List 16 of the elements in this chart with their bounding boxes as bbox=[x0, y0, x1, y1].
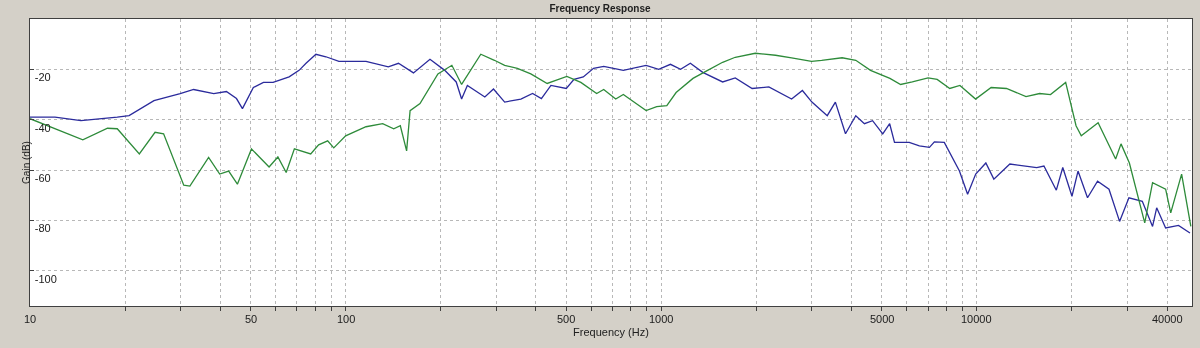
x-tick-label: 40000 bbox=[1152, 313, 1183, 325]
y-tick-label: -100 bbox=[34, 272, 57, 285]
y-tick-label: -80 bbox=[34, 222, 51, 235]
x-tick-label: 5000 bbox=[870, 313, 895, 325]
x-tick-label: 10000 bbox=[961, 313, 992, 325]
x-axis-title: Frequency (Hz) bbox=[573, 326, 649, 339]
y-tick-label: -60 bbox=[34, 171, 51, 184]
x-tick-label: 1000 bbox=[649, 313, 674, 325]
x-tick-label: 10 bbox=[24, 313, 37, 325]
x-tick-label: 50 bbox=[245, 313, 258, 325]
x-tick-label: 500 bbox=[557, 313, 576, 325]
x-tick-label: 100 bbox=[337, 313, 356, 325]
y-tick-label: -40 bbox=[34, 121, 51, 134]
y-tick-label: -20 bbox=[34, 71, 51, 84]
chart-title: Frequency Response bbox=[549, 3, 651, 15]
y-axis-title: Gain (dB) bbox=[20, 141, 32, 184]
